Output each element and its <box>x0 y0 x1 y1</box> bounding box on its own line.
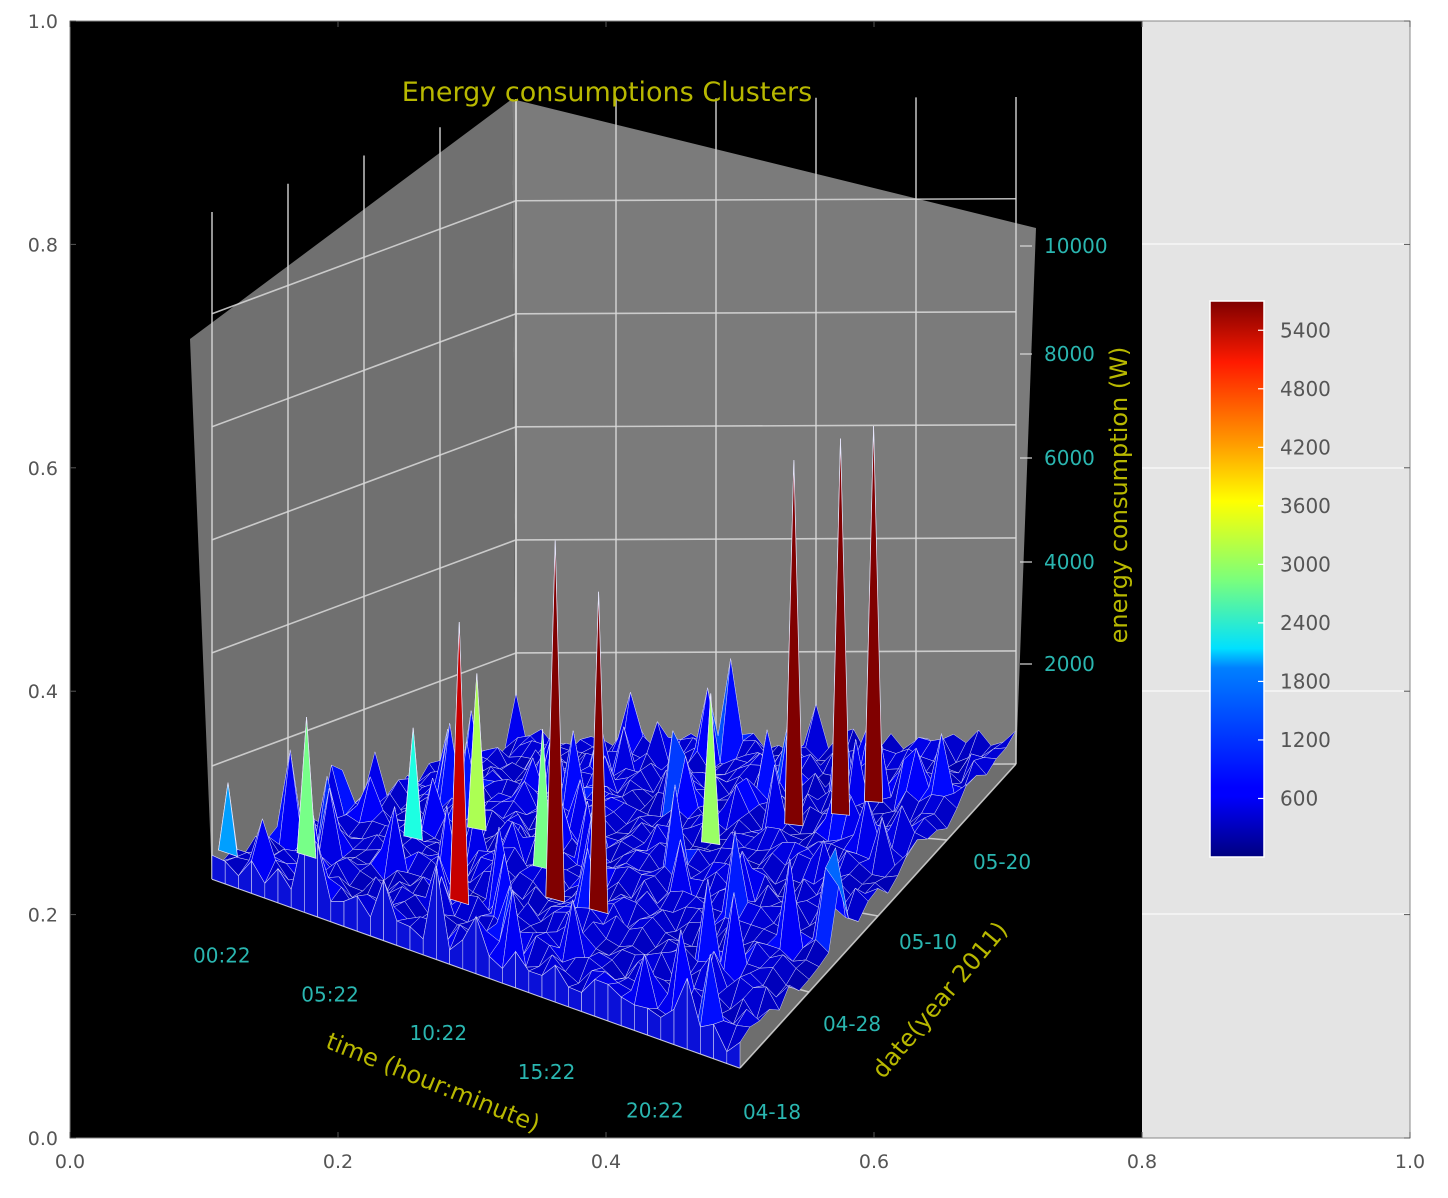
colorbar-tick-label: 4200 <box>1280 435 1331 459</box>
outer-tick-marks <box>69 20 1411 1139</box>
surface-peak <box>830 438 850 816</box>
date-tick-label: 04-28 <box>823 1012 881 1036</box>
surface-skirt <box>634 1004 648 1036</box>
surface-skirt <box>594 978 609 1022</box>
surface-peak <box>784 460 804 827</box>
time-tick-label: 20:22 <box>626 1099 684 1123</box>
colorbar-tick-label: 1200 <box>1280 728 1331 752</box>
grid-line <box>515 310 1017 315</box>
colorbar: 600 1200 1800 2400 3000 3600 4200 4800 5400 <box>1209 300 1331 858</box>
surface-plot <box>211 425 1017 1069</box>
outer-x-tick-label: 0.6 <box>859 1151 889 1173</box>
surface-peak <box>296 716 317 859</box>
outer-tick-labels: 0.0 0.2 0.4 0.6 0.8 1.0 0.0 0.2 0.4 0.6 0.8 1.0 <box>28 11 1425 1173</box>
chart-title: Energy consumptions Clusters <box>402 77 812 108</box>
grid-line <box>211 652 517 767</box>
date-tick-label: 04-18 <box>743 1100 801 1124</box>
surface-skirt <box>343 895 358 932</box>
outer-y-tick-label: 0.0 <box>28 1128 58 1150</box>
surface-peaks <box>218 425 884 915</box>
outer-y-tick-label: 0.4 <box>28 681 58 703</box>
grid-line <box>211 426 517 541</box>
energy-tick-label: 10000 <box>1044 234 1108 258</box>
grid-line <box>211 313 517 428</box>
colorbar-tick-label: 3000 <box>1280 552 1331 576</box>
date-tick-label: 05-20 <box>973 850 1031 874</box>
surface-peak <box>701 693 721 846</box>
colorbar-ticks: 600 1200 1800 2400 3000 3600 4200 4800 5400 <box>1258 318 1331 810</box>
outer-x-tick-label: 0.2 <box>323 1151 353 1173</box>
energy-tick-label: 8000 <box>1044 342 1095 366</box>
colorbar-gradient <box>1209 300 1265 858</box>
time-tick-label: 15:22 <box>518 1060 576 1084</box>
grid-line <box>515 537 1017 541</box>
surface-peak <box>449 622 470 906</box>
energy-tick-label: 6000 <box>1044 446 1095 470</box>
surface-peak <box>545 540 565 903</box>
outer-x-tick-label: 0.0 <box>55 1151 85 1173</box>
z-axis-label: energy consumption (W) <box>1105 347 1133 644</box>
date-tick-labels: 04-18 04-28 05-10 05-20 <box>743 850 1031 1124</box>
energy-tick-label: 4000 <box>1044 550 1095 574</box>
time-tick-label: 00:22 <box>193 944 251 968</box>
surface-peak <box>218 782 238 858</box>
outer-y-tick-label: 0.2 <box>28 905 58 927</box>
outer-x-tick-label: 0.4 <box>591 1151 621 1173</box>
grid-line <box>211 539 517 654</box>
outer-axes-frame <box>69 20 1411 1139</box>
surface-skirt <box>726 1041 741 1069</box>
outer-y-tick-label: 0.8 <box>28 234 58 256</box>
colorbar-tick-label: 600 <box>1280 786 1318 810</box>
date-tick-label: 05-10 <box>899 930 957 954</box>
surface-skirt <box>528 970 543 998</box>
colorbar-tick-label: 5400 <box>1280 318 1331 342</box>
time-tick-label: 10:22 <box>409 1021 467 1045</box>
grid-line <box>211 199 517 315</box>
surface-skirt <box>700 1023 714 1059</box>
energy-tick-labels: 2000 4000 6000 8000 10000 <box>1020 234 1108 676</box>
surface-peak <box>864 425 884 803</box>
surface-peak <box>467 673 487 832</box>
time-tick-label: 05:22 <box>301 982 359 1006</box>
surface-peak <box>403 727 423 841</box>
outer-x-tick-label: 1.0 <box>1395 1151 1425 1173</box>
colorbar-tick-label: 4800 <box>1280 377 1331 401</box>
grid-line <box>515 197 1017 202</box>
surface-peak <box>588 591 609 915</box>
colorbar-tick-label: 1800 <box>1280 669 1331 693</box>
outer-y-tick-label: 0.6 <box>28 458 58 480</box>
energy-tick-label: 2000 <box>1044 652 1095 676</box>
colorbar-tick-label: 3600 <box>1280 494 1331 518</box>
grid-line <box>515 424 1017 428</box>
back-pane <box>512 99 1036 766</box>
time-tick-labels: 00:22 05:22 10:22 15:22 20:22 <box>193 944 684 1123</box>
outer-x-tick-label: 0.8 <box>1127 1151 1157 1173</box>
colorbar-tick-label: 2400 <box>1280 611 1331 635</box>
outer-y-tick-label: 1.0 <box>28 11 58 33</box>
